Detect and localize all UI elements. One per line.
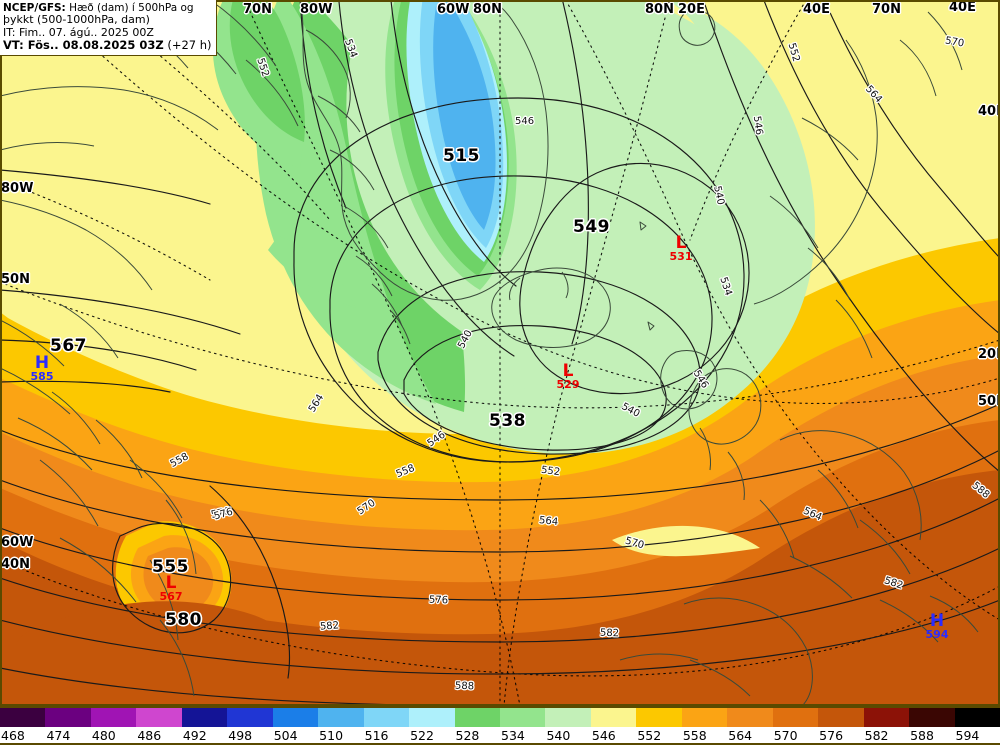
valid-time-offset: (+27 h)	[163, 38, 212, 53]
map-canvas[interactable]: 70N80W60W80N80N20E40E70N80W50N60W40N40E2…	[0, 0, 1000, 706]
colorbar-swatch[interactable]	[454, 708, 500, 727]
colorbar-tick-label: 558	[682, 728, 707, 743]
colorbar-tick-label: 516	[364, 728, 389, 743]
info-line-init-time: IT: Fim.. 07. ágú.. 2025 00Z	[3, 25, 154, 39]
colorbar-tick-label: 570	[773, 728, 798, 743]
thickness-colorbar[interactable]: 468 474 480 486 492 498 504 510 516 522 528 534 540 5…	[0, 706, 1000, 745]
colorbar-tick-label: 540	[546, 728, 571, 743]
info-line-model: NCEP/GFS: Hæð (dam) í 500hPa og	[3, 2, 212, 14]
colorbar-swatch[interactable]	[363, 708, 410, 727]
forecast-info-box: NCEP/GFS: Hæð (dam) í 500hPa og þykkt (5…	[0, 0, 217, 56]
colorbar-swatch[interactable]	[954, 708, 1000, 727]
colorbar-swatch[interactable]	[636, 708, 682, 727]
colorbar-swatch[interactable]	[318, 708, 364, 727]
colorbar-swatch[interactable]	[681, 708, 728, 727]
map-graphics	[0, 0, 1000, 706]
colorbar-tick-label: 504	[273, 728, 298, 743]
colorbar-swatch[interactable]	[863, 708, 910, 727]
colorbar-tick-label: 576	[819, 728, 844, 743]
colorbar-swatch[interactable]	[909, 708, 955, 727]
colorbar-swatch[interactable]	[272, 708, 319, 727]
info-line-valid-time: VT: Fös.. 08.08.2025 03Z (+27 h)	[3, 39, 212, 51]
colorbar-ticks: 468 474 480 486 492 498 504 510 516 522 528 534 540 5…	[0, 727, 1000, 745]
colorbar-swatch[interactable]	[727, 708, 773, 727]
colorbar-tick-label: 468	[1, 728, 25, 743]
colorbar-tick-label: 480	[91, 728, 116, 743]
colorbar-swatches[interactable]	[0, 708, 1000, 727]
colorbar-tick-label: 564	[728, 728, 753, 743]
colorbar-swatch[interactable]	[0, 708, 46, 727]
colorbar-swatch[interactable]	[181, 708, 228, 727]
colorbar-swatch[interactable]	[45, 708, 91, 727]
colorbar-tick-label: 534	[501, 728, 525, 743]
colorbar-swatch[interactable]	[227, 708, 273, 727]
colorbar-tick-label: 510	[319, 728, 344, 743]
colorbar-tick-label: 498	[228, 728, 253, 743]
colorbar-tick-label: 582	[864, 728, 889, 743]
colorbar-tick-label: 522	[410, 728, 434, 743]
colorbar-swatch[interactable]	[136, 708, 182, 727]
colorbar-tick-label: 588	[910, 728, 934, 743]
colorbar-tick-label: 594	[955, 728, 980, 743]
colorbar-swatch[interactable]	[90, 708, 137, 727]
colorbar-tick-label: 528	[455, 728, 480, 743]
colorbar-tick-label: 546	[591, 728, 616, 743]
model-tag: NCEP/GFS:	[3, 2, 66, 14]
colorbar-swatch[interactable]	[545, 708, 591, 727]
colorbar-swatch[interactable]	[499, 708, 546, 727]
colorbar-swatch[interactable]	[409, 708, 455, 727]
colorbar-tick-label: 552	[637, 728, 662, 743]
colorbar-tick-label: 486	[137, 728, 162, 743]
colorbar-tick-label: 474	[46, 728, 71, 743]
colorbar-tick-label: 492	[182, 728, 207, 743]
colorbar-swatch[interactable]	[772, 708, 819, 727]
valid-time-bold: VT: Fös.. 08.08.2025 03Z	[3, 38, 164, 53]
info-line-2: þykkt (500-1000hPa, dam)	[3, 13, 150, 27]
colorbar-swatch[interactable]	[590, 708, 637, 727]
colorbar-swatch[interactable]	[818, 708, 864, 727]
info-line-1-rest: Hæð (dam) í 500hPa og	[65, 2, 194, 14]
